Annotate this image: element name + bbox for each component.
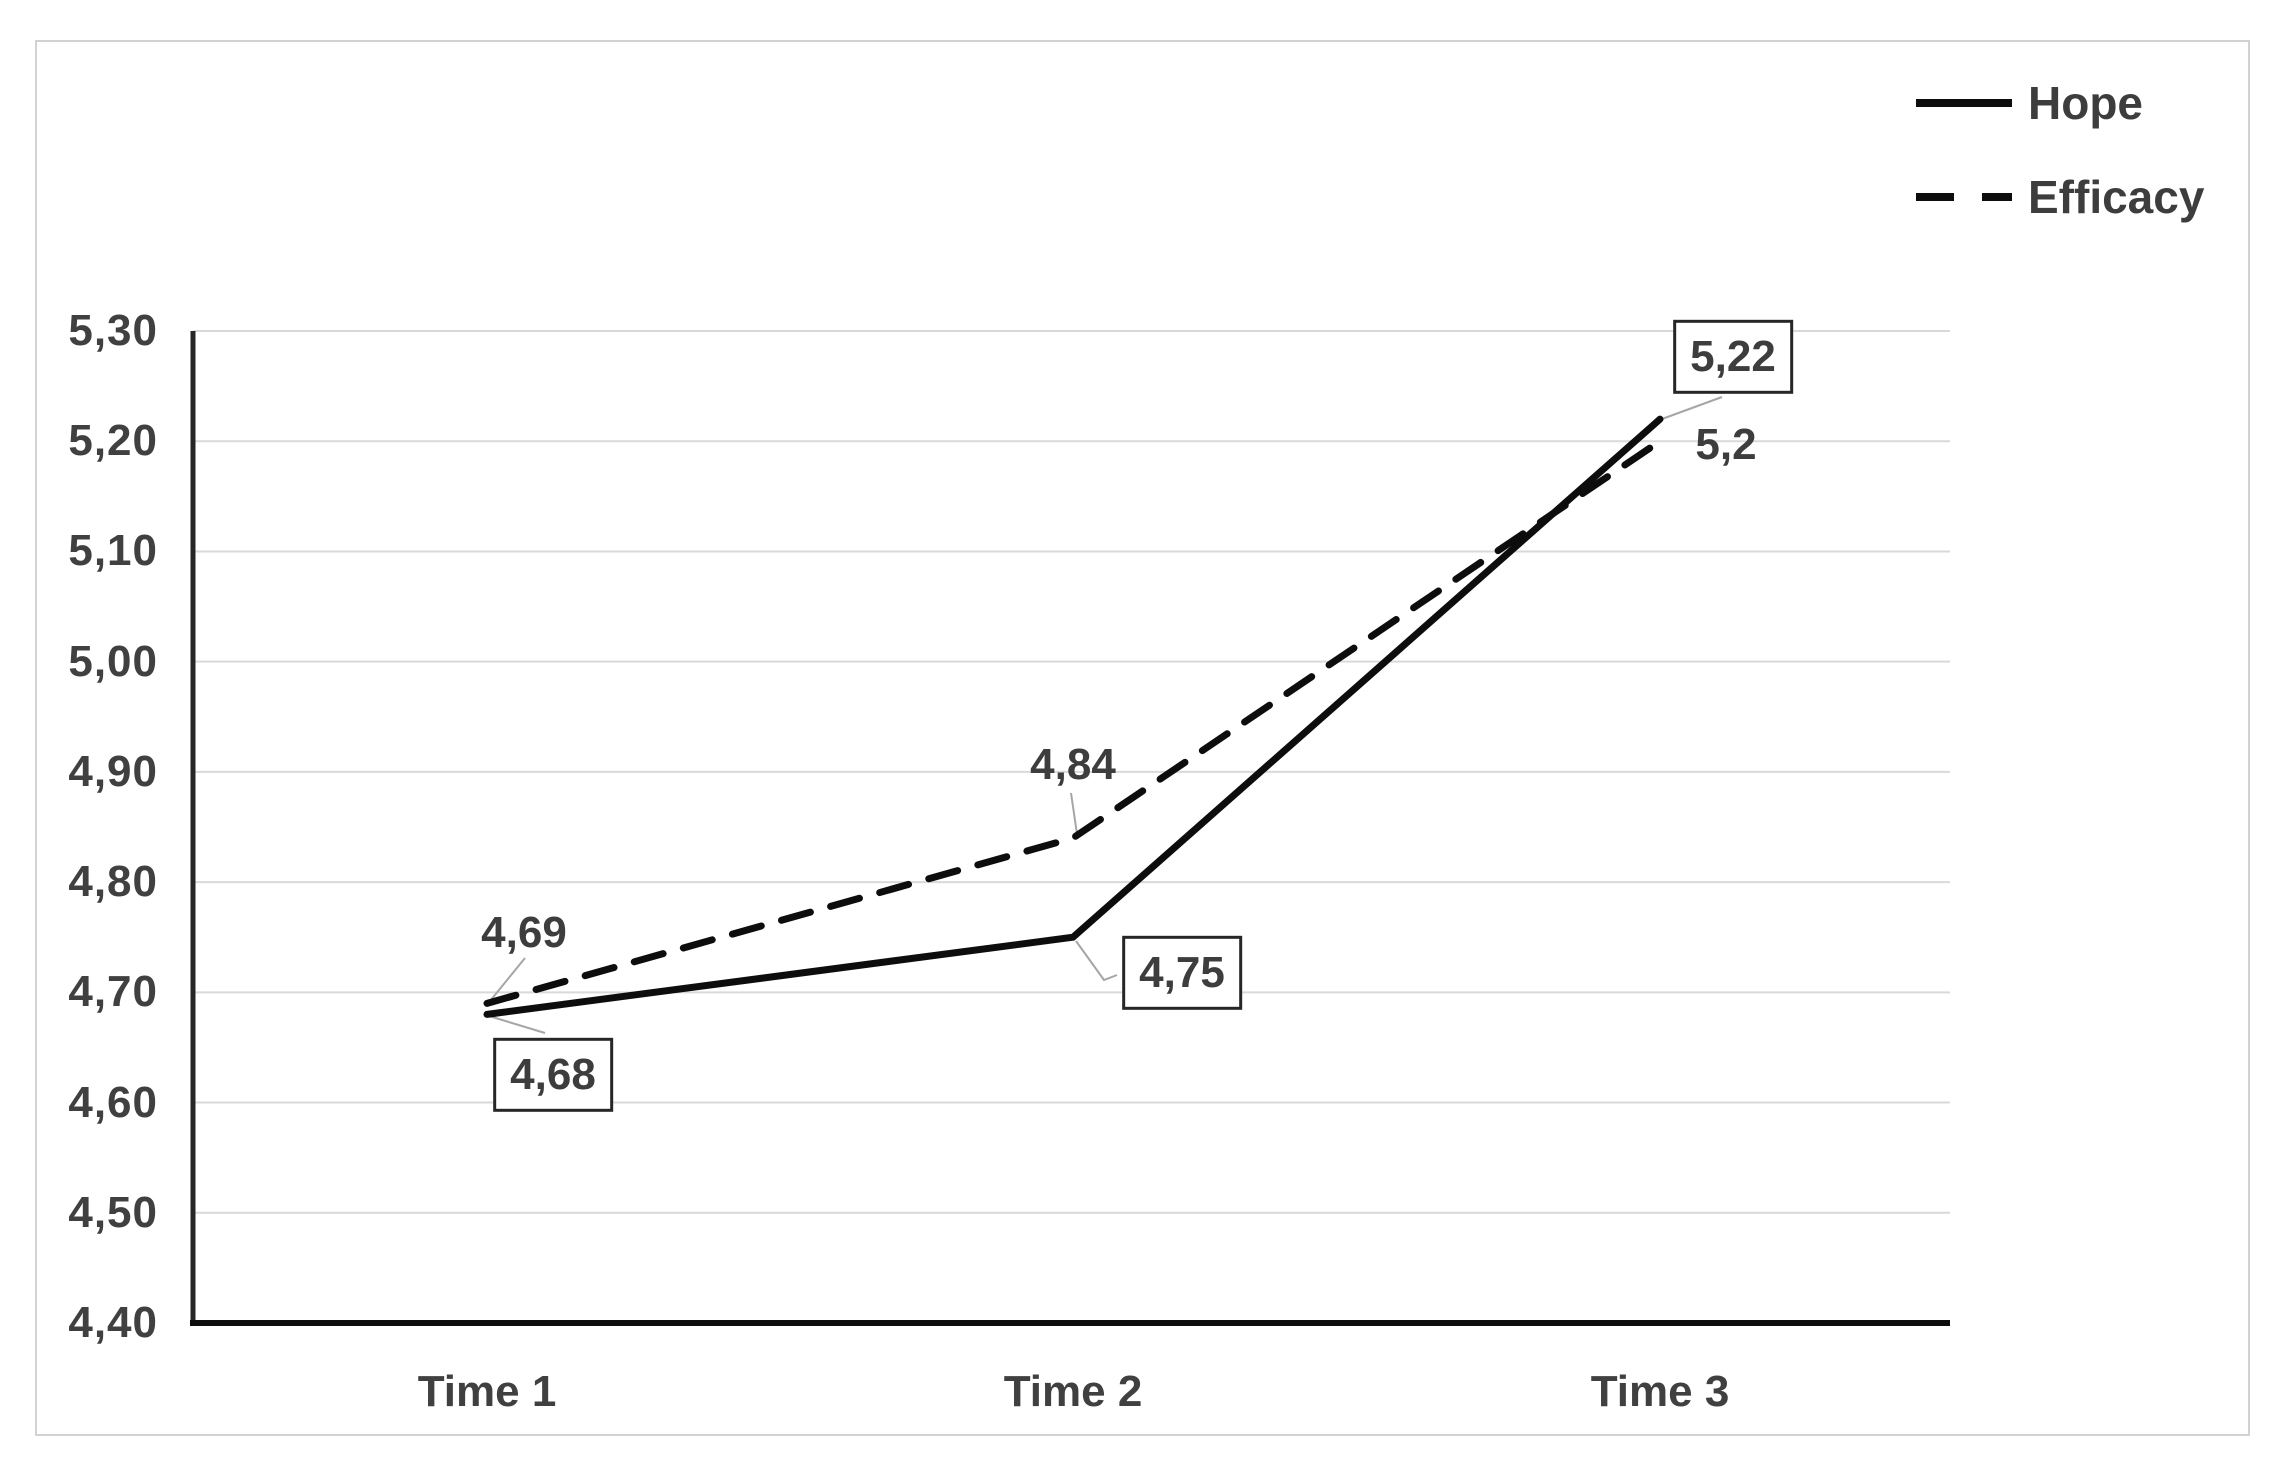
legend-label-hope: Hope xyxy=(2028,77,2143,129)
label-leader-line xyxy=(488,1015,546,1034)
legend-label-efficacy: Efficacy xyxy=(2028,171,2205,223)
y-axis-tick-label: 4,80 xyxy=(68,857,158,907)
y-axis-tick-label: 5,10 xyxy=(68,526,158,576)
efficacy-data-label: 5,2 xyxy=(1695,419,1757,469)
x-axis-category-label: Time 1 xyxy=(417,1367,557,1416)
y-axis-tick-label: 4,70 xyxy=(68,967,158,1017)
chart-outer-frame xyxy=(35,40,2250,1436)
solid-line-icon xyxy=(1916,99,2012,107)
y-axis-tick-label: 4,50 xyxy=(68,1187,158,1237)
y-axis-tick-label: 4,90 xyxy=(68,746,158,796)
legend-item-efficacy: Efficacy xyxy=(1916,166,2204,228)
efficacy-data-label: 4,84 xyxy=(1030,739,1116,789)
legend-item-hope: Hope xyxy=(1916,72,2204,134)
y-axis-tick-label: 4,60 xyxy=(68,1077,158,1127)
efficacy-series-line xyxy=(483,437,1664,1007)
hope-series-line xyxy=(483,415,1664,1018)
efficacy-data-label: 4,69 xyxy=(481,907,567,957)
label-leader-line xyxy=(489,957,526,1002)
label-leader-line xyxy=(1075,940,1118,982)
y-axis-tick-label: 5,30 xyxy=(68,306,158,355)
hope-data-label: 4,68 xyxy=(493,1037,613,1113)
dashed-line-icon xyxy=(1916,193,2012,201)
hope-data-label: 4,75 xyxy=(1122,935,1242,1011)
hope-data-label: 5,22 xyxy=(1673,319,1793,395)
x-axis-category-label: Time 2 xyxy=(1003,1367,1143,1416)
y-axis-tick-label: 5,00 xyxy=(68,636,158,686)
label-leader-line xyxy=(1070,792,1078,835)
y-axis-tick-label: 5,20 xyxy=(68,416,158,466)
x-axis-category-label: Time 3 xyxy=(1590,1367,1730,1416)
y-axis-tick-label: 4,40 xyxy=(68,1298,158,1347)
legend: Hope Efficacy xyxy=(1916,72,2204,260)
label-leader-line xyxy=(1661,396,1723,420)
